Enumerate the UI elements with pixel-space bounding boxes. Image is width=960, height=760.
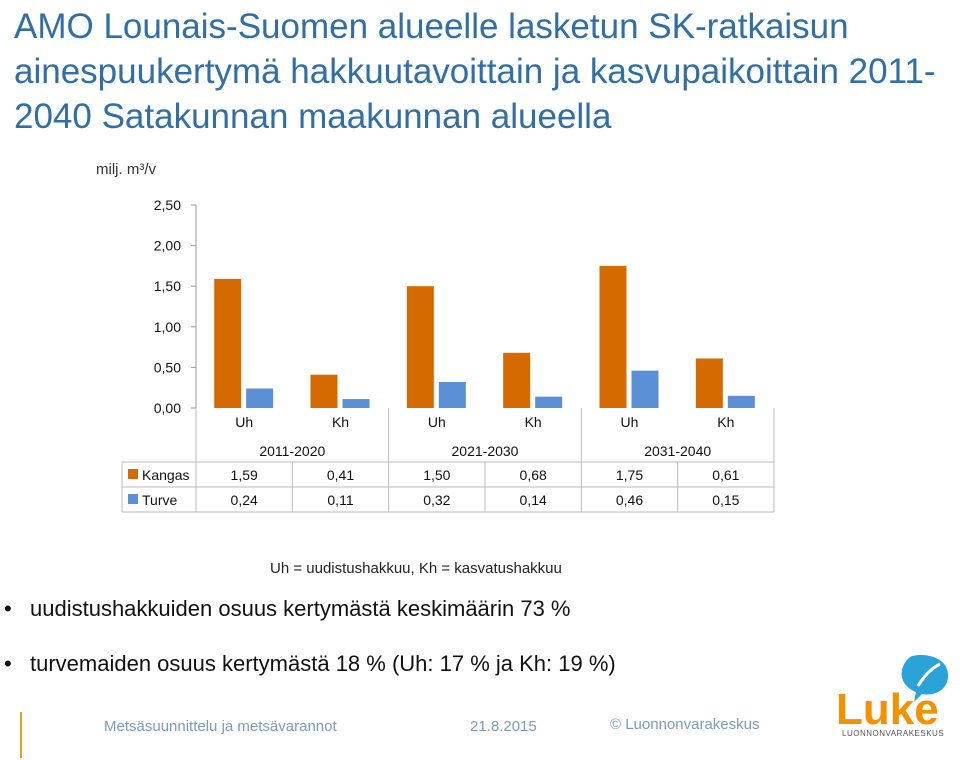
bar-kangas [503,352,531,408]
slide-title: AMO Lounais-Suomen alueelle lasketun SK-… [14,7,936,136]
bar-kangas [214,278,242,408]
legend-key-kangas [128,469,138,479]
legend-label: Turve [142,492,177,508]
bar-turve [535,396,563,408]
bullet-text: uudistushakkuiden osuus kertymästä keski… [30,596,571,621]
bullet-icon: • [4,596,12,621]
x-category-label: Kh [525,414,542,430]
x-category-label: Uh [235,414,253,430]
bar-turve [246,388,274,408]
x-category-label: Kh [717,414,734,430]
logo-wordmark: Luke [836,685,939,734]
y-axis-unit-label: milj. m³/v [96,161,156,178]
bar-kangas [310,374,338,408]
data-table-value: 1,50 [423,467,450,483]
data-table-value: 0,32 [423,492,450,508]
x-category-label: Kh [332,414,349,430]
y-tick-label: 2,50 [154,197,181,213]
bullet-item: • uudistushakkuiden osuus kertymästä kesk… [4,596,571,622]
data-table-value: 0,61 [712,467,739,483]
bar-turve [342,399,370,408]
footer-copyright: © Luonnonvarakeskus [610,716,760,733]
footer-date: 21.8.2015 [470,718,537,735]
footer-department: Metsäsuunnittelu ja metsävarannot [104,718,337,735]
bullet-icon: • [4,651,12,676]
data-table-value: 1,59 [231,467,258,483]
y-tick-label: 1,50 [154,278,181,294]
bar-kangas [695,358,723,408]
x-category-label: Uh [428,414,446,430]
data-table-value: 0,11 [327,492,353,508]
bar-turve [438,382,466,408]
legend-label: Kangas [142,467,189,483]
data-table-value: 0,14 [520,492,547,508]
bar-kangas [599,265,627,408]
luke-logo: Luke [836,654,949,734]
bar-turve [631,370,659,408]
data-table-value: 0,41 [327,467,354,483]
bar-turve [727,395,755,408]
y-tick-label: 2,00 [154,238,181,254]
legend-key-turve [128,494,138,504]
y-tick-label: 1,00 [154,319,181,335]
bullet-item: • turvemaiden osuus kertymästä 18 % (Uh: … [4,651,616,677]
y-tick-label: 0,50 [154,359,181,375]
data-table-value: 1,75 [616,467,643,483]
data-table-value: 0,24 [231,492,258,508]
x-category-label: Uh [621,414,639,430]
data-table-value: 0,46 [616,492,643,508]
abbreviation-note: Uh = uudistushakkuu, Kh = kasvatushakkuu [270,560,562,577]
bar-chart: 0,00 0,50 1,00 1,50 2,00 2,50 Uh Kh Uh Kh Uh Kh 2011… [121,197,775,513]
logo-subtext: LUONNONVARAKESKUS [842,729,945,738]
x-group-label: 2011-2020 [259,443,325,459]
data-table-value: 0,68 [520,467,547,483]
footer-divider [20,712,22,758]
y-tick-label: 0,00 [154,400,181,416]
bar-kangas [406,286,434,408]
bullet-text: turvemaiden osuus kertymästä 18 % (Uh: 1… [30,651,616,676]
x-group-label: 2031-2040 [644,443,711,459]
data-table-value: 0,15 [712,492,739,508]
x-group-label: 2021-2030 [452,443,519,459]
